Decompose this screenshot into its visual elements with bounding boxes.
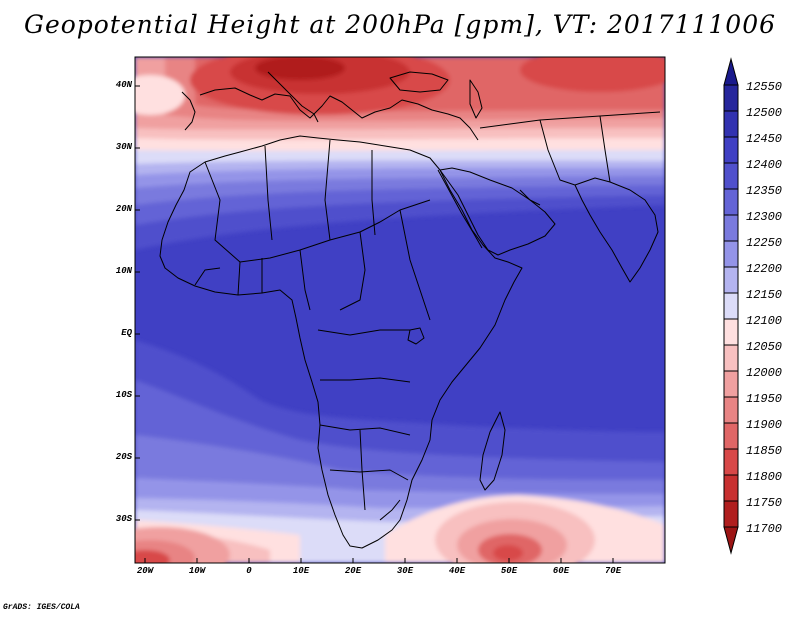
colorbar-label-11750: 11750	[746, 496, 783, 510]
lon-label-60e: 60E	[552, 566, 570, 576]
colorbar-label-12050: 12050	[746, 340, 783, 354]
colorbar-arrow-top	[723, 57, 739, 86]
colorbar-label-12200: 12200	[746, 262, 783, 276]
colorbar-label-12250: 12250	[746, 236, 783, 250]
colorbar-label-12100: 12100	[746, 314, 783, 328]
colorbar-label-11900: 11900	[746, 418, 783, 432]
colorbar-segment	[723, 162, 739, 190]
colorbar-label-12000: 12000	[746, 366, 783, 380]
lat-label-30s: 30S	[115, 514, 132, 524]
colorbar-label-12400: 12400	[746, 158, 783, 172]
colorbar-label-11950: 11950	[746, 392, 783, 406]
lon-label-40e: 40E	[448, 566, 466, 576]
lon-label-30e: 30E	[396, 566, 414, 576]
grads-credit: GrADS: IGES/COLA	[3, 603, 80, 612]
colorbar-label-11850: 11850	[746, 444, 783, 458]
colorbar-label-12350: 12350	[746, 184, 783, 198]
colorbar-segment	[723, 110, 739, 138]
colorbar-segment	[723, 500, 739, 528]
colorbar-segment	[723, 474, 739, 502]
lon-label-70e: 70E	[604, 566, 622, 576]
colorbar-segment	[723, 240, 739, 268]
height-field	[135, 57, 665, 563]
colorbar-label-12300: 12300	[746, 210, 783, 224]
colorbar-label-11700: 11700	[746, 522, 783, 536]
colorbar-segment	[723, 344, 739, 372]
chart-title: Geopotential Height at 200hPa [gpm], VT:…	[23, 10, 777, 39]
colorbar-segment	[723, 84, 739, 112]
lon-label-20e: 20E	[344, 566, 362, 576]
axis-ticks	[135, 85, 614, 563]
lat-label-20s: 20S	[115, 452, 132, 462]
colorbar-segment	[723, 448, 739, 476]
colorbar-label-12500: 12500	[746, 106, 783, 120]
colorbar-segment	[723, 266, 739, 294]
colorbar-label-11800: 11800	[746, 470, 783, 484]
colorbar-segment	[723, 370, 739, 398]
colorbar-segment	[723, 318, 739, 346]
colorbar-arrow-bottom	[723, 526, 739, 555]
colorbar-label-12450: 12450	[746, 132, 783, 146]
lat-label-20n: 20N	[115, 204, 132, 214]
lon-label-20w: 20W	[136, 566, 154, 576]
colorbar-segment	[723, 188, 739, 216]
colorbar-label-12150: 12150	[746, 288, 783, 302]
colorbar-segment	[723, 292, 739, 320]
colorbar-segment	[723, 136, 739, 164]
lon-label-0: 0	[246, 566, 252, 576]
lat-label-10s: 10S	[115, 390, 132, 400]
colorbar-segment	[723, 396, 739, 424]
colorbar-segment	[723, 214, 739, 242]
colorbar-segment	[723, 422, 739, 450]
coastlines	[159, 71, 661, 549]
lon-label-10w: 10W	[188, 566, 206, 576]
lat-label-40n: 40N	[115, 80, 132, 90]
lat-label-eq: EQ	[121, 328, 132, 338]
plot-frame	[134, 56, 666, 564]
lon-label-10e: 10E	[292, 566, 310, 576]
lat-label-10n: 10N	[115, 266, 132, 276]
lon-label-50e: 50E	[500, 566, 518, 576]
colorbar-label-12550: 12550	[746, 80, 783, 94]
lat-label-30n: 30N	[115, 142, 132, 152]
